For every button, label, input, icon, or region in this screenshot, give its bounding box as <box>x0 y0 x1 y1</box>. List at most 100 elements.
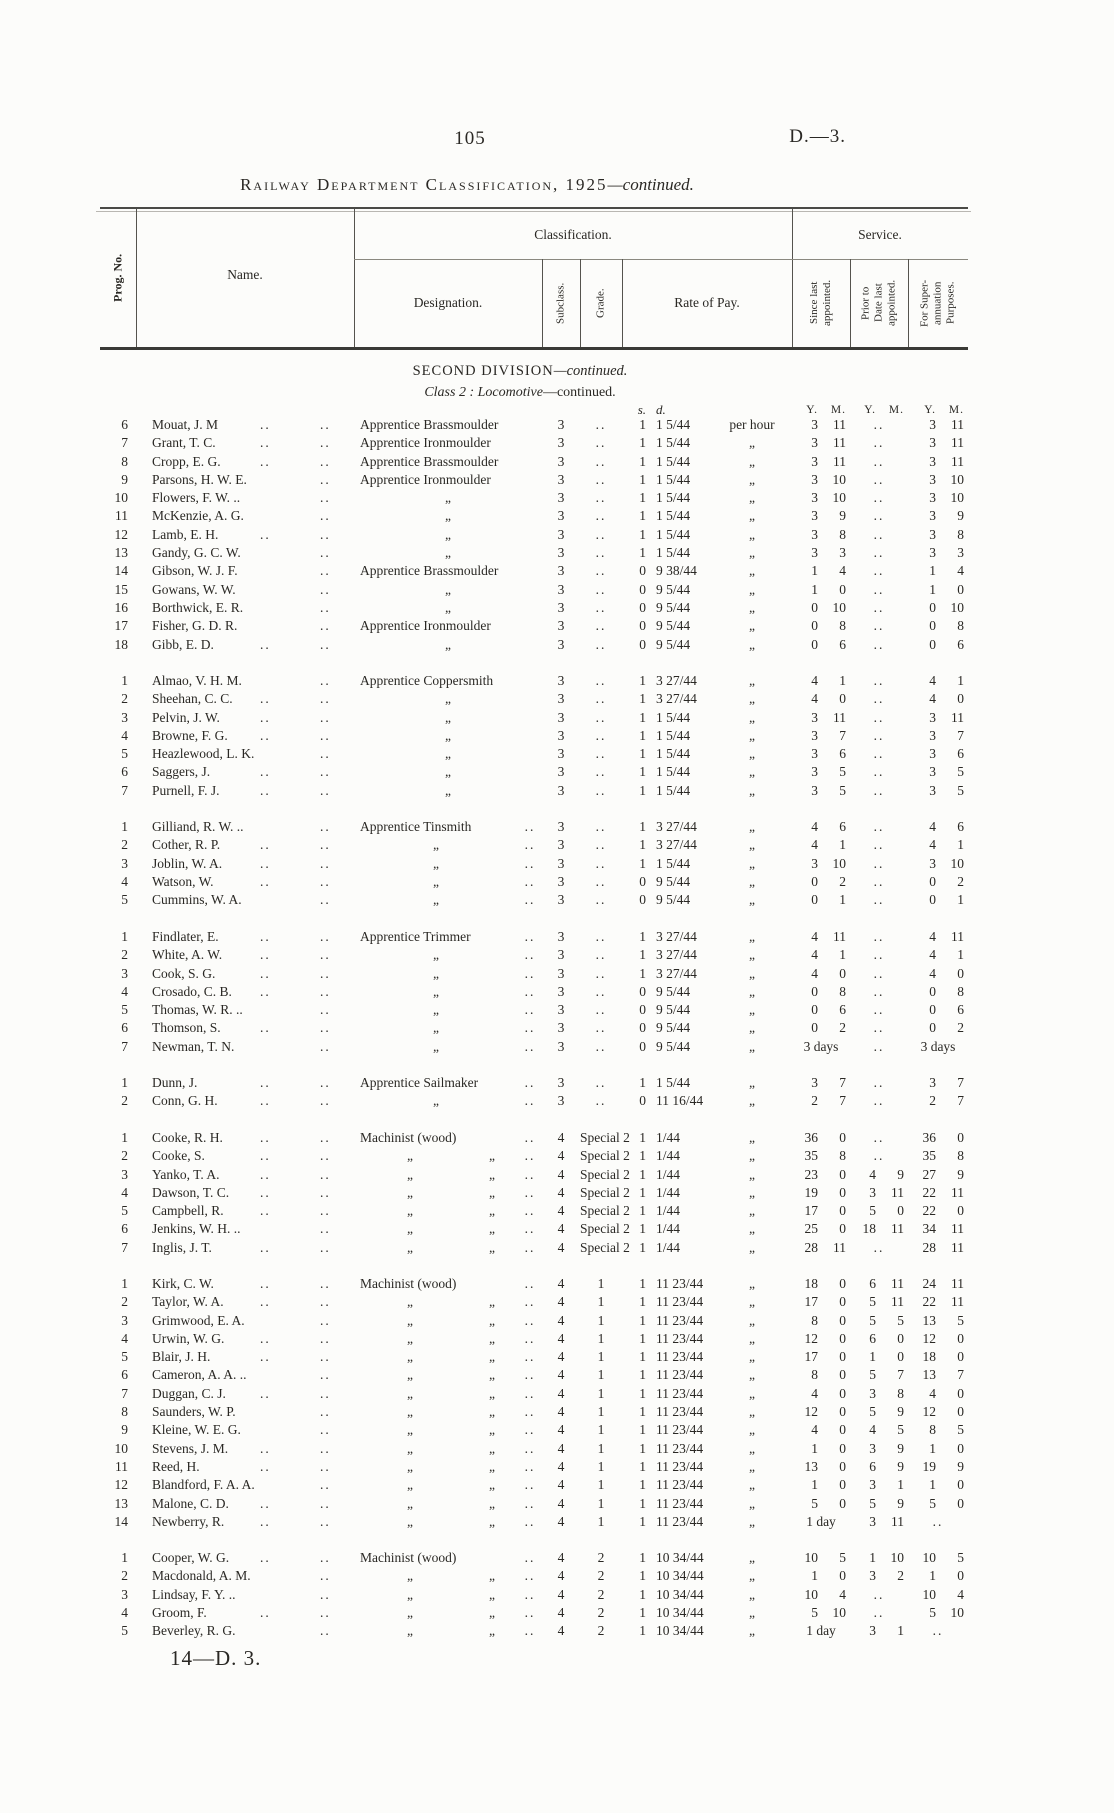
column-divider <box>792 209 793 347</box>
rate-pence: 11 23/44 <box>656 1495 704 1511</box>
grade-value: Special 2 <box>580 1239 630 1255</box>
rate-basis: „ <box>749 1422 755 1438</box>
designation-text: „ <box>445 545 451 561</box>
rate-pence: 1/44 <box>656 1184 681 1200</box>
subclass-value: 3 <box>557 673 565 688</box>
service-superannuation-months: 8 <box>957 526 964 542</box>
table-row: 13 Malone, C. D..... „ „.. 4 1 1 11 23/44 „ 5 0 5 9 5… <box>100 1495 968 1513</box>
designation: Apprentice Ironmoulder <box>354 434 542 452</box>
rate-shillings: 1 <box>639 1276 646 1291</box>
grade-value: 1 <box>597 1458 605 1474</box>
subclass-value: 3 <box>557 965 565 981</box>
leader-dots: .. <box>320 1367 331 1383</box>
service-superannuation-months: 0 <box>957 1477 964 1493</box>
rate-basis: „ <box>749 471 755 487</box>
designation: „ „.. <box>354 1330 542 1348</box>
service-superannuation-months: 10 <box>950 1604 965 1620</box>
designation: Apprentice Ironmoulder <box>354 617 542 635</box>
employee-name: Conn, G. H. <box>152 1093 218 1109</box>
service-since-last-appointed-months: 11 <box>833 417 846 432</box>
prog-no: 4 <box>121 1184 128 1200</box>
leader-dots: .. <box>260 855 271 871</box>
service-prior: .. <box>850 581 908 599</box>
service-superannuation-months: 5 <box>957 1550 964 1565</box>
grade-value: 1 <box>597 1477 605 1493</box>
service-since-last-appointed-months: 0 <box>839 1495 846 1511</box>
leader-dots: .. <box>320 1568 331 1584</box>
service-prior-years: 3 <box>869 1477 876 1493</box>
employee-group: 1 Cooper, W. G..... Machinist (wood).. 4 2 1 1… <box>100 1549 968 1640</box>
service-prior-value: .. <box>873 508 885 524</box>
service-superannuation-years: 0 <box>929 892 936 908</box>
employee-name: Yanko, T. A. <box>152 1166 220 1182</box>
service-prior-value: .. <box>873 490 885 506</box>
service-superannuation-years: 0 <box>929 618 936 634</box>
employee-name: Kirk, C. W. <box>152 1276 214 1291</box>
designation-text: „ <box>445 691 451 707</box>
rate-pence: 1/44 <box>656 1130 681 1145</box>
designation-text: „ <box>433 1020 439 1036</box>
service-superannuation-months: 0 <box>957 965 964 981</box>
leader-dots: .. <box>260 526 271 542</box>
service-since-last-appointed: 4 11 <box>792 928 850 946</box>
service-superannuation-months: 8 <box>957 1148 964 1164</box>
designation-ditto: „ <box>489 1367 495 1383</box>
service-since-last-appointed-months: 0 <box>839 1330 846 1346</box>
employee-name: Thomas, W. R. .. <box>152 1002 243 1018</box>
service-since-last-appointed-years: 36 <box>804 1130 819 1145</box>
service-prior: .. <box>850 1019 908 1037</box>
leader-dots: .. <box>524 1203 536 1219</box>
designation: „.. <box>354 873 542 891</box>
designation: „ <box>354 599 542 617</box>
service-prior-months: 0 <box>897 1330 904 1346</box>
service-since-last-appointed: 3 days <box>792 1038 850 1056</box>
designation-text: Apprentice Brassmoulder <box>360 417 499 432</box>
employee-group: 1 Dunn, J..... Apprentice Sailmaker.. 3.. 1 1… <box>100 1074 968 1111</box>
prog-no: 14 <box>114 1513 129 1529</box>
rate-basis: „ <box>749 1440 755 1456</box>
leader-dots: .. <box>260 1166 271 1182</box>
leader-dots: .. <box>320 1020 331 1036</box>
section-heading-division: SECOND DIVISION—continued. <box>100 363 940 380</box>
service-superannuation-months: 1 <box>957 837 964 853</box>
service-superannuation: 13 5 <box>908 1312 968 1330</box>
subclass-value: 4 <box>557 1148 565 1164</box>
leader-dots: .. <box>524 1276 536 1291</box>
prog-no: 2 <box>121 691 128 707</box>
employee-name: Cooper, W. G. <box>152 1550 230 1565</box>
rate-shillings: 1 <box>639 819 646 834</box>
table-row: 1 Gilliand, R. W. .... Apprentice Tinsmith… <box>100 818 968 836</box>
table-row: 3 Joblin, W. A..... „.. 3.. 1 1 5/44 „ 3 10.. 3 10 <box>100 855 968 873</box>
leader-dots: .. <box>320 727 331 743</box>
service-superannuation-value: .. <box>932 1623 944 1639</box>
table-row: 16 Borthwick, E. R... „ 3.. 0 9 5/44 „ 0 10.. 0 10 <box>100 599 968 617</box>
service-since-last-appointed-months: 8 <box>839 983 846 999</box>
service-superannuation-months: 2 <box>957 1020 964 1036</box>
employee-name: Gilliand, R. W. .. <box>152 819 244 834</box>
service-superannuation-months: 7 <box>957 1367 964 1383</box>
rate-pence: 1 5/44 <box>656 526 691 542</box>
service-prior-years: 5 <box>869 1312 876 1328</box>
class-word: Locomotive <box>477 385 543 400</box>
service-prior: .. <box>850 873 908 891</box>
service-prior-value: .. <box>873 1148 885 1164</box>
service-prior-years: 1 <box>869 1349 876 1365</box>
table-row: 1 Kirk, C. W..... Machinist (wood).. 4 1 1 11 … <box>100 1275 968 1293</box>
prog-no: 9 <box>121 471 128 487</box>
service-superannuation-years: 10 <box>922 1586 937 1602</box>
subclass-value: 4 <box>557 1276 565 1291</box>
rate-shillings: 1 <box>639 1422 646 1438</box>
designation: „ <box>354 636 542 654</box>
designation: Apprentice Brassmoulder <box>354 562 542 580</box>
grade-value: .. <box>595 508 607 524</box>
subclass-value: 3 <box>557 453 565 469</box>
